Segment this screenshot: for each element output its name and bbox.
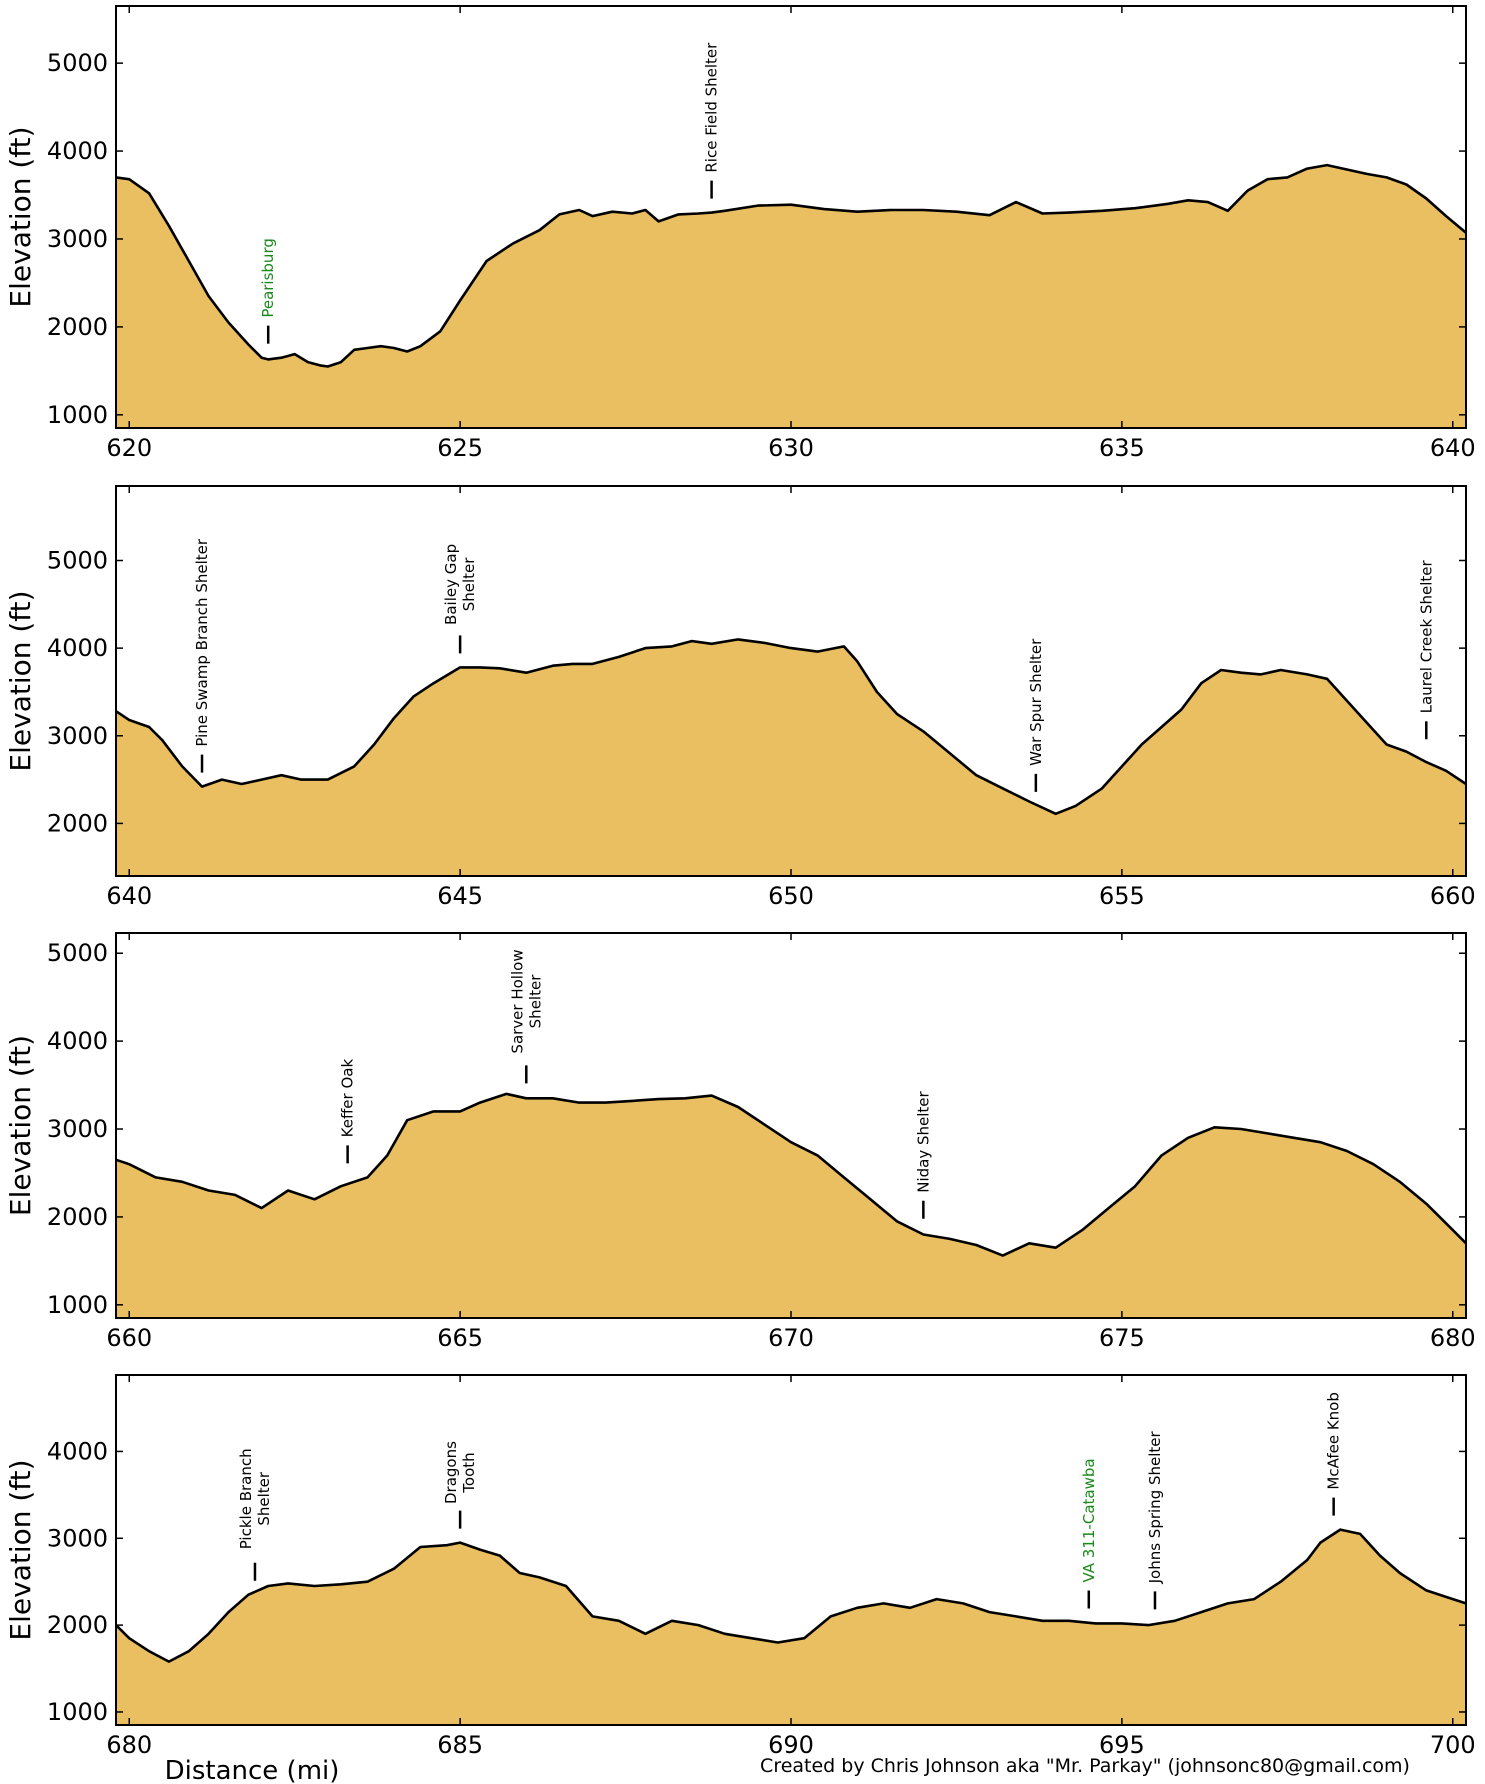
x-tick-label: 700 xyxy=(1430,1731,1476,1759)
y-tick-label: 2000 xyxy=(47,313,108,341)
y-tick-label: 2000 xyxy=(47,1611,108,1639)
landmark-label: McAfee Knob xyxy=(1325,1392,1343,1489)
x-tick-label: 635 xyxy=(1099,434,1145,462)
landmark-label: Niday Shelter xyxy=(914,1090,932,1192)
y-tick-label: 1000 xyxy=(47,1698,108,1726)
x-tick-label: 675 xyxy=(1099,1324,1145,1352)
elevation-line xyxy=(115,1528,1467,1663)
y-tick-label: 4000 xyxy=(47,137,108,165)
x-tick-label: 620 xyxy=(106,434,152,462)
landmark-label: DragonsTooth xyxy=(442,1441,478,1504)
x-tick-label: 650 xyxy=(768,882,814,910)
landmark-label: Bailey GapShelter xyxy=(442,544,478,625)
x-tick-label: 690 xyxy=(768,1731,814,1759)
y-tick-label: 3000 xyxy=(47,1115,108,1143)
landmark-label-line: Niday Shelter xyxy=(914,1090,932,1192)
landmark-label-line: McAfee Knob xyxy=(1325,1392,1343,1489)
landmark-label-line: Pine Swamp Branch Shelter xyxy=(193,538,211,746)
landmark-label-line: Shelter xyxy=(526,974,544,1029)
x-tick-label: 695 xyxy=(1099,1731,1145,1759)
landmark-label: Pickle BranchShelter xyxy=(237,1448,273,1549)
x-tick-label: 680 xyxy=(1430,1324,1476,1352)
landmark-label: Laurel Creek Shelter xyxy=(1417,559,1435,713)
y-tick-label: 5000 xyxy=(47,546,108,574)
landmark-label: VA 311-Catawba xyxy=(1080,1458,1098,1582)
elevation-panel-1: 620 625 630 635 640 1000 2000 3000 4000 5000 Eleva… xyxy=(4,5,1476,462)
landmark-label: War Spur Shelter xyxy=(1027,638,1045,766)
y-tick-label: 5000 xyxy=(47,49,108,77)
landmark-label-line: Dragons xyxy=(442,1441,460,1504)
landmark-label-line: Bailey Gap xyxy=(442,544,460,625)
landmark-label-line: Tooth xyxy=(460,1452,478,1493)
landmark-label-line: Laurel Creek Shelter xyxy=(1417,559,1435,713)
landmark-label: Pine Swamp Branch Shelter xyxy=(193,538,211,746)
x-tick-label: 685 xyxy=(437,1731,483,1759)
elevation-area xyxy=(116,1529,1466,1725)
x-tick-label: 630 xyxy=(768,434,814,462)
landmark-label-line: Pickle Branch xyxy=(237,1448,255,1549)
elevation-line xyxy=(115,638,1467,816)
y-tick-label: 4000 xyxy=(47,634,108,662)
elevation-area xyxy=(116,639,1466,876)
x-axis-label: Distance (mi) xyxy=(165,1756,340,1784)
landmark-label-line: Keffer Oak xyxy=(339,1059,357,1138)
landmark-label-line: Johns Spring Shelter xyxy=(1146,1430,1164,1584)
landmark-label: Sarver HollowShelter xyxy=(508,949,544,1053)
credit-text: Created by Chris Johnson aka "Mr. Parkay… xyxy=(760,1755,1410,1777)
x-tick-label: 670 xyxy=(768,1324,814,1352)
x-tick-label: 655 xyxy=(1099,882,1145,910)
landmark-label-line: VA 311-Catawba xyxy=(1080,1458,1098,1582)
landmark-label-line: Shelter xyxy=(255,1471,273,1526)
x-tick-label: 660 xyxy=(106,1324,152,1352)
y-axis-label: Elevation (ft) xyxy=(4,126,37,307)
landmark-label: Pearisburg xyxy=(259,238,277,318)
elevation-panel-3: 660 665 670 675 680 1000 2000 3000 4000 5000 Eleva… xyxy=(4,932,1476,1352)
y-tick-label: 1000 xyxy=(47,401,108,429)
landmark-label: Rice Field Shelter xyxy=(703,42,721,173)
landmark-label-line: War Spur Shelter xyxy=(1027,638,1045,766)
y-tick-label: 3000 xyxy=(47,225,108,253)
y-tick-label: 5000 xyxy=(47,939,108,967)
y-tick-label: 1000 xyxy=(47,1291,108,1319)
landmark-label-line: Rice Field Shelter xyxy=(703,42,721,173)
y-tick-label: 3000 xyxy=(47,722,108,750)
y-tick-label: 3000 xyxy=(47,1524,108,1552)
elevation-area xyxy=(116,165,1466,428)
x-tick-label: 660 xyxy=(1430,882,1476,910)
landmark-label-line: Pearisburg xyxy=(259,238,277,318)
elevation-panel-2: 640 645 650 655 660 2000 3000 4000 5000 Elevation… xyxy=(4,485,1476,910)
elevation-panels: 620 625 630 635 640 1000 2000 3000 4000 5000 Eleva… xyxy=(4,5,1476,1759)
x-tick-label: 645 xyxy=(437,882,483,910)
y-tick-label: 4000 xyxy=(47,1027,108,1055)
x-tick-label: 665 xyxy=(437,1324,483,1352)
x-tick-label: 680 xyxy=(106,1731,152,1759)
y-axis-label: Elevation (ft) xyxy=(4,1459,37,1640)
elevation-area xyxy=(116,1093,1466,1318)
landmark-label: Keffer Oak xyxy=(339,1059,357,1138)
y-tick-label: 2000 xyxy=(47,809,108,837)
y-axis-label: Elevation (ft) xyxy=(4,1035,37,1216)
elevation-line xyxy=(115,1092,1467,1257)
landmark-label-line: Sarver Hollow xyxy=(508,949,526,1053)
landmark-label-line: Shelter xyxy=(460,557,478,612)
y-tick-label: 4000 xyxy=(47,1437,108,1465)
y-tick-label: 2000 xyxy=(47,1203,108,1231)
elevation-panel-4: 680 685 690 695 700 1000 2000 3000 4000 Elevation… xyxy=(4,1374,1476,1759)
x-tick-label: 640 xyxy=(106,882,152,910)
landmark-label: Johns Spring Shelter xyxy=(1146,1430,1164,1584)
x-tick-label: 625 xyxy=(437,434,483,462)
y-axis-label: Elevation (ft) xyxy=(4,590,37,771)
elevation-line xyxy=(115,163,1467,368)
x-tick-label: 640 xyxy=(1430,434,1476,462)
